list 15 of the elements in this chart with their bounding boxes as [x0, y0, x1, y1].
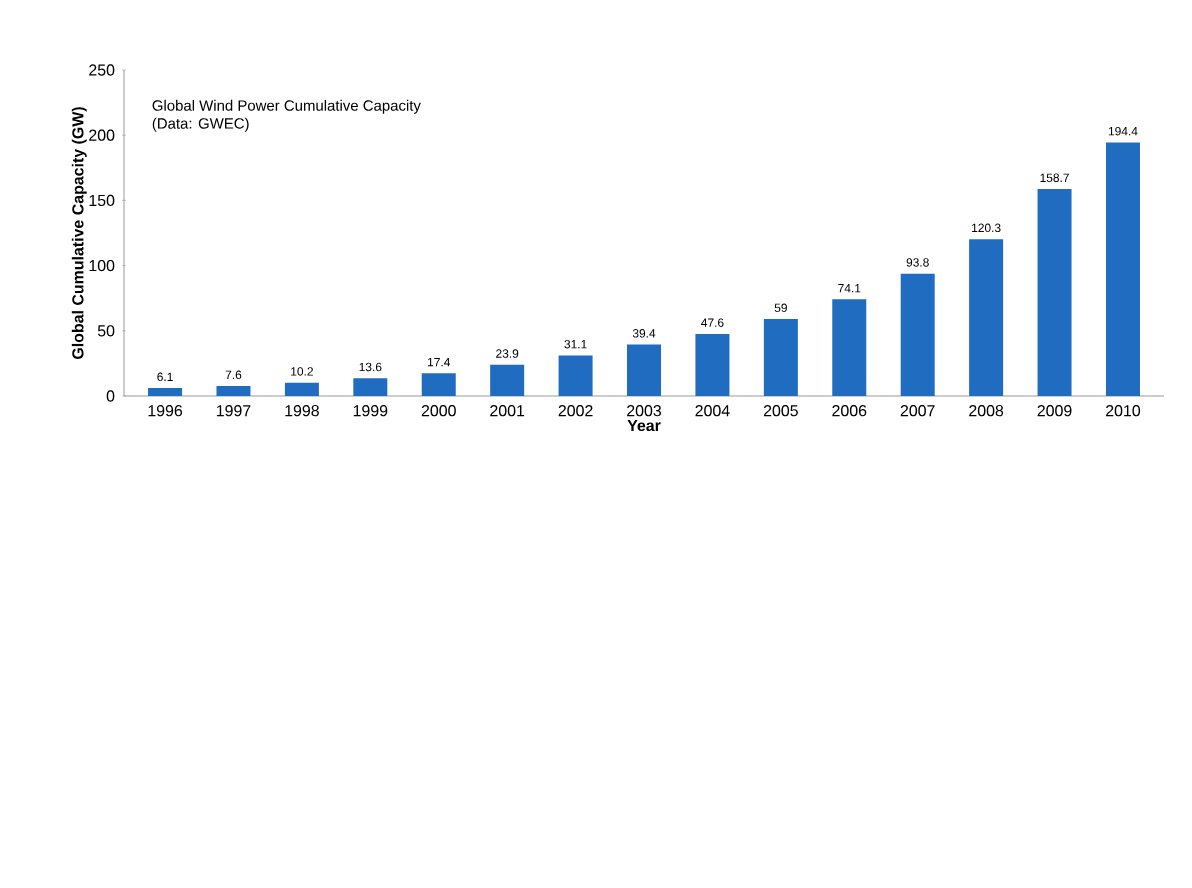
bar: [627, 344, 662, 396]
bar: [148, 388, 183, 396]
bar: [1037, 189, 1072, 396]
bar: [421, 373, 456, 396]
bar: [284, 382, 319, 396]
bar: [353, 378, 388, 396]
bar: [900, 273, 935, 396]
bar: [969, 239, 1004, 396]
bar: [1105, 142, 1140, 396]
bar: [216, 386, 251, 396]
bar: [695, 333, 730, 396]
bar: [490, 364, 525, 396]
bar: [763, 319, 798, 396]
bar: [558, 355, 593, 396]
bar: [832, 299, 867, 396]
